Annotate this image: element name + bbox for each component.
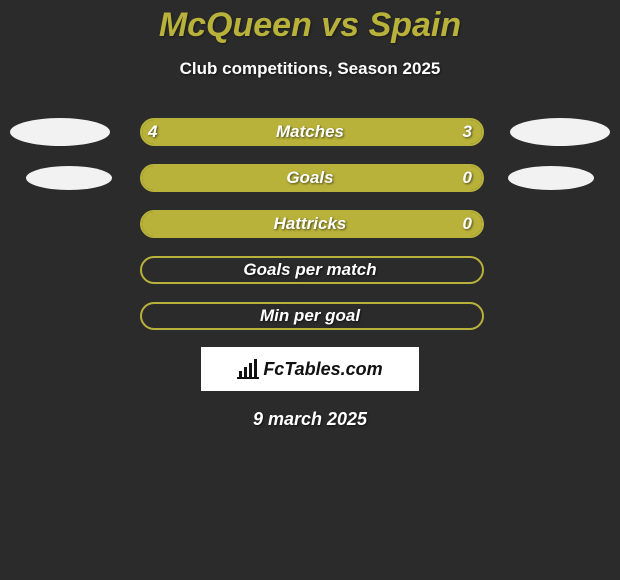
footer-date: 9 march 2025 <box>0 409 620 430</box>
logo: FcTables.com <box>237 359 382 380</box>
stat-row: Hattricks0 <box>0 201 620 247</box>
stat-row: Goals0 <box>0 155 620 201</box>
player-marker-right <box>510 118 610 146</box>
stat-bar-track <box>140 302 484 330</box>
stat-bar-fill-left <box>142 120 336 144</box>
stat-value-left: 4 <box>148 118 157 146</box>
stat-value-right: 3 <box>463 118 472 146</box>
stat-bar-fill-right <box>336 120 482 144</box>
logo-box: FcTables.com <box>201 347 419 391</box>
stat-row: Min per goal <box>0 293 620 339</box>
stat-value-right: 0 <box>463 164 472 192</box>
player-marker-left <box>10 118 110 146</box>
stat-bar-track <box>140 118 484 146</box>
bar-chart-icon <box>237 359 259 379</box>
player-marker-left <box>26 166 112 190</box>
stat-bar-track <box>140 256 484 284</box>
stat-rows: Matches43Goals0Hattricks0Goals per match… <box>0 109 620 339</box>
page-subtitle: Club competitions, Season 2025 <box>0 59 620 79</box>
stat-bar-track <box>140 164 484 192</box>
stat-row: Matches43 <box>0 109 620 155</box>
logo-text: FcTables.com <box>263 359 382 380</box>
infographic-root: McQueen vs Spain Club competitions, Seas… <box>0 0 620 580</box>
page-title: McQueen vs Spain <box>0 0 620 45</box>
stat-row: Goals per match <box>0 247 620 293</box>
player-marker-right <box>508 166 594 190</box>
stat-value-right: 0 <box>463 210 472 238</box>
stat-bar-track <box>140 210 484 238</box>
stat-bar-fill-left <box>142 212 482 236</box>
stat-bar-fill-left <box>142 166 482 190</box>
